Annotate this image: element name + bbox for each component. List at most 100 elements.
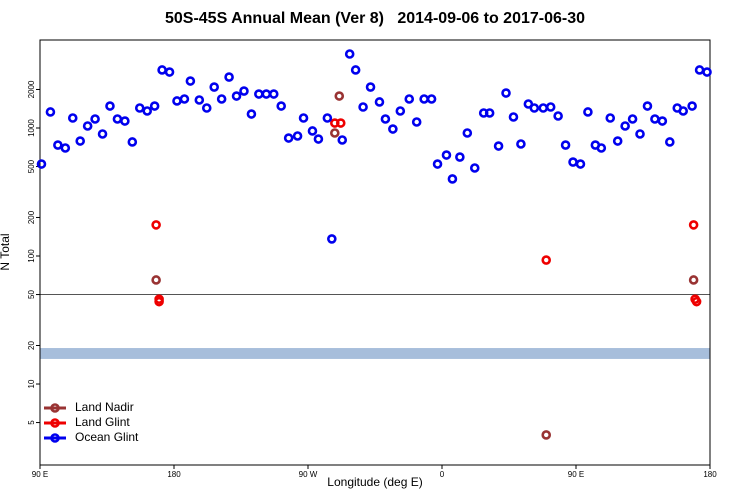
point xyxy=(455,152,465,162)
point xyxy=(239,86,249,96)
point xyxy=(216,94,227,104)
point xyxy=(687,101,697,111)
point xyxy=(209,82,219,92)
y-tick-label: 1000 xyxy=(27,119,36,137)
x-tick-label: 90 E xyxy=(32,470,48,479)
point xyxy=(149,101,160,111)
point xyxy=(688,275,699,285)
point xyxy=(365,82,376,92)
point xyxy=(151,220,161,230)
point xyxy=(201,103,212,113)
legend-marker xyxy=(50,418,60,428)
point xyxy=(650,114,660,124)
point xyxy=(678,106,689,116)
point xyxy=(508,112,519,122)
plot-frame xyxy=(39,39,711,466)
point xyxy=(612,136,623,146)
point xyxy=(292,131,303,141)
point xyxy=(261,89,272,99)
y-tick-label: 200 xyxy=(27,210,36,224)
point xyxy=(327,234,337,244)
point xyxy=(350,65,361,75)
point xyxy=(374,97,385,107)
point xyxy=(335,118,346,128)
point xyxy=(337,135,348,145)
point xyxy=(231,91,242,101)
point xyxy=(541,255,552,265)
point xyxy=(538,103,549,113)
legend-marker xyxy=(50,433,60,443)
point xyxy=(657,116,668,126)
y-tick-label: 50 xyxy=(27,290,36,299)
point xyxy=(164,67,175,77)
point xyxy=(469,163,480,173)
legend-label: Land Nadir xyxy=(75,400,134,414)
point xyxy=(541,430,552,440)
point xyxy=(67,113,78,123)
x-tick-label: 90 W xyxy=(299,470,318,479)
point xyxy=(568,157,578,167)
point xyxy=(194,95,205,105)
x-tick-label: 180 xyxy=(703,470,717,479)
x-tick-label: 0 xyxy=(440,470,445,479)
point xyxy=(553,111,563,121)
chart-title: 50S-45S Annual Mean (Ver 8) 2014-09-06 t… xyxy=(165,10,585,27)
point xyxy=(246,109,257,119)
y-tick-label: 2000 xyxy=(27,80,36,98)
y-axis-label: N Total xyxy=(0,233,12,270)
point xyxy=(268,89,279,99)
point xyxy=(276,101,287,111)
point xyxy=(254,89,264,99)
point xyxy=(334,91,345,101)
x-tick-label: 180 xyxy=(167,470,181,479)
point xyxy=(691,296,702,307)
legend-label: Land Glint xyxy=(75,415,130,429)
point xyxy=(501,88,511,98)
y-tick-label: 100 xyxy=(27,249,36,263)
point xyxy=(575,159,586,169)
point xyxy=(154,296,164,307)
point xyxy=(298,113,309,123)
point xyxy=(596,143,607,153)
point xyxy=(112,114,123,124)
point xyxy=(694,65,705,75)
point xyxy=(447,174,458,184)
y-tick-label: 5 xyxy=(27,420,36,425)
point xyxy=(313,134,324,144)
point xyxy=(484,108,495,118)
y-tick-label: 500 xyxy=(27,159,36,173)
point xyxy=(462,128,473,138)
point xyxy=(404,94,415,104)
point xyxy=(493,141,504,151)
point xyxy=(702,67,712,77)
point xyxy=(97,129,108,139)
point xyxy=(605,113,616,123)
point xyxy=(45,107,56,117)
x-tick-label: 90 E xyxy=(568,470,584,479)
point xyxy=(529,103,540,113)
point xyxy=(307,126,318,136)
point xyxy=(185,76,196,86)
point xyxy=(329,128,340,138)
point xyxy=(120,116,130,126)
legend-marker xyxy=(50,403,60,413)
point xyxy=(688,220,699,230)
point xyxy=(395,106,406,116)
point xyxy=(419,94,429,104)
point xyxy=(426,94,437,104)
point xyxy=(620,121,630,131)
point xyxy=(545,102,556,112)
band xyxy=(40,348,710,359)
y-tick-label: 10 xyxy=(27,379,36,388)
point xyxy=(388,124,398,134)
point xyxy=(283,133,294,143)
legend-label: Ocean Glint xyxy=(75,430,139,444)
point xyxy=(358,102,368,112)
point xyxy=(642,101,653,111)
x-axis-label: Longitude (deg E) xyxy=(327,475,422,489)
point xyxy=(75,136,85,146)
point xyxy=(344,49,355,59)
point xyxy=(90,114,100,124)
point xyxy=(151,275,161,285)
